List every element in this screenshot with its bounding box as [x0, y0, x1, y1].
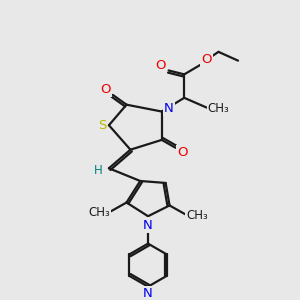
Text: N: N — [143, 218, 153, 232]
Text: N: N — [143, 287, 153, 300]
Text: N: N — [164, 102, 173, 115]
Text: S: S — [98, 119, 106, 132]
Text: O: O — [101, 82, 111, 95]
Text: CH₃: CH₃ — [88, 206, 110, 219]
Text: O: O — [155, 59, 166, 72]
Text: CH₃: CH₃ — [208, 102, 230, 115]
Text: O: O — [177, 146, 188, 159]
Text: CH₃: CH₃ — [186, 209, 208, 222]
Text: O: O — [202, 53, 212, 66]
Text: H: H — [94, 164, 103, 177]
